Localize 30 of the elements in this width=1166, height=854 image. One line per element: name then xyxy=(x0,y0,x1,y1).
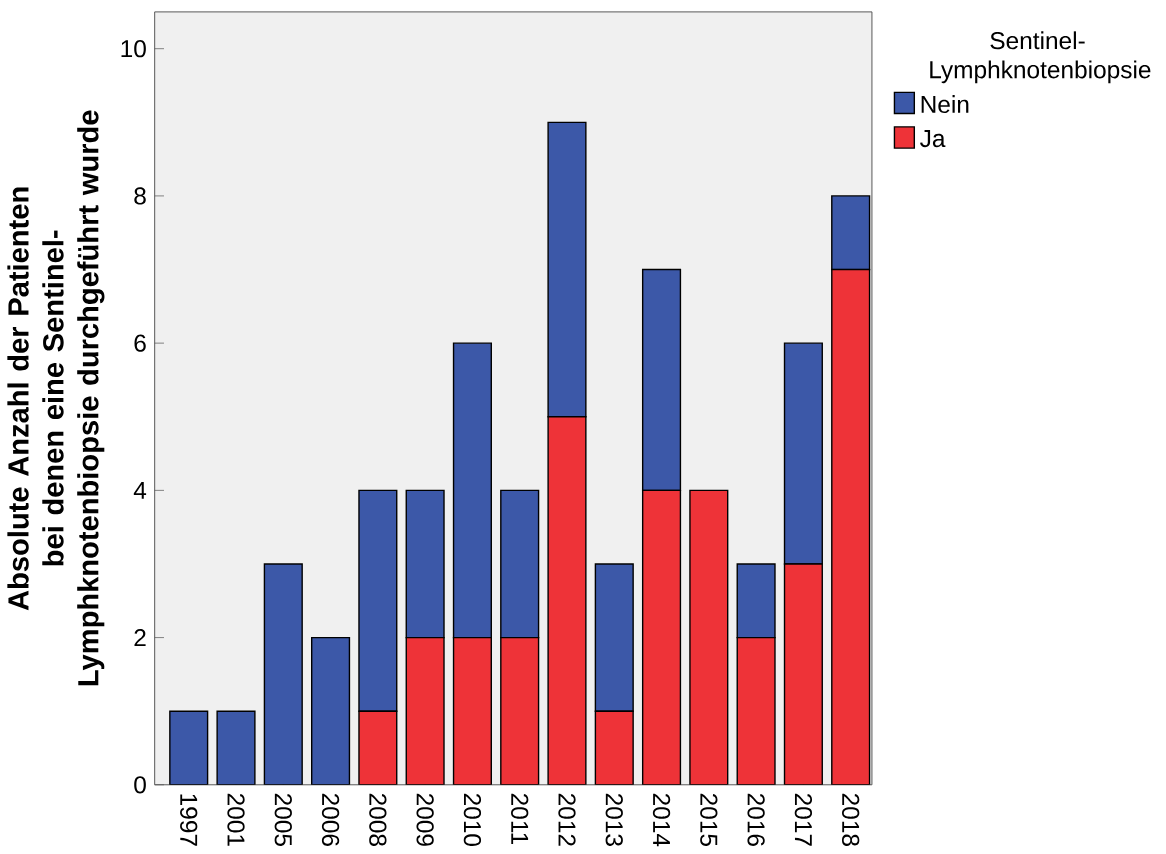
y-tick-label: 0 xyxy=(134,775,146,794)
y-tick-label: 8 xyxy=(134,187,146,205)
x-tick-label: 2014 xyxy=(652,793,671,847)
y-tick-label: 4 xyxy=(133,481,147,499)
y-tick-label: 2 xyxy=(134,628,146,646)
legend-title: Sentinel-Lymphknotenbiopsie xyxy=(930,31,1151,84)
x-tick-label: 2009 xyxy=(416,793,434,846)
bar xyxy=(169,710,209,785)
x-tick-label: 2001 xyxy=(227,793,245,846)
x-tick-label: 2006 xyxy=(321,793,340,846)
x-tick-label: 2008 xyxy=(369,793,387,846)
legend-label: Ja xyxy=(920,129,946,147)
x-tick-label: 2015 xyxy=(700,793,718,846)
x-tick-label: 2011 xyxy=(511,793,529,844)
y-tick-label: 6 xyxy=(134,334,146,352)
x-tick-label: 2017 xyxy=(794,793,813,846)
y-tick-label: 10 xyxy=(121,39,146,58)
x-tick-label: 2013 xyxy=(605,793,623,846)
legend-label: Nein xyxy=(921,94,969,113)
bar xyxy=(689,489,729,785)
x-tick-label: 2010 xyxy=(463,793,482,846)
x-tick-label: 1997 xyxy=(180,794,198,846)
x-tick-label: 2012 xyxy=(558,793,576,846)
x-tick-label: 2018 xyxy=(842,793,860,846)
bar xyxy=(263,563,303,785)
bar xyxy=(216,710,256,785)
y-axis-title: Absolute Anzahl der Patienten bei denen eine Sentinel-Lymphknotenbiopsie durchgeführt wurde xyxy=(7,110,105,686)
x-tick-label: 2005 xyxy=(274,793,292,846)
x-tick-label: 2016 xyxy=(747,793,765,846)
bar xyxy=(311,636,351,785)
